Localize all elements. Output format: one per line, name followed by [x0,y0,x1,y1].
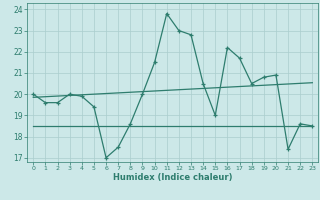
X-axis label: Humidex (Indice chaleur): Humidex (Indice chaleur) [113,173,233,182]
